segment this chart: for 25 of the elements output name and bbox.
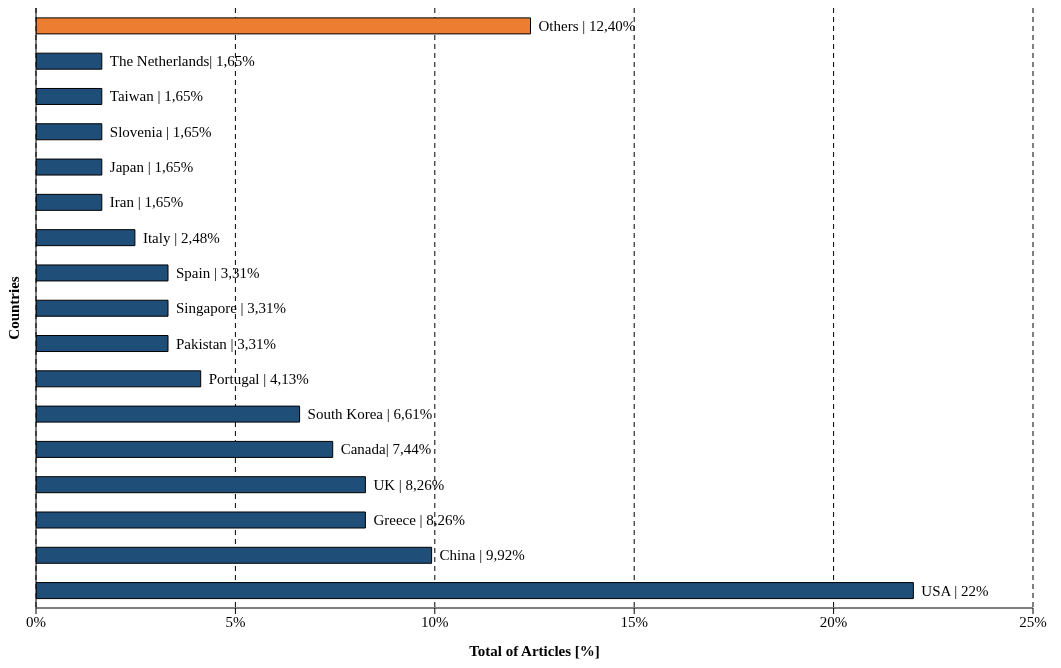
data-label: Others | 12,40% [538,17,636,34]
data-label: Slovenia | 1,65% [109,123,212,140]
x-tick-label: 5% [225,613,246,630]
data-label: Italy | 2,48% [142,229,220,246]
data-label: Spain | 3,31% [176,264,260,281]
data-label: Taiwan | 1,65% [109,88,203,105]
data-label: China | 9,92% [439,547,525,564]
data-label: UK | 8,26% [373,476,445,493]
y-axis-title: Countries [6,276,23,340]
x-axis-title: Total of Articles [%] [469,643,600,659]
data-label: Pakistan | 3,31% [176,335,277,352]
x-tick-label: 20% [819,613,848,630]
data-label: Iran | 1,65% [109,194,184,211]
x-tick-label: 15% [620,613,648,630]
x-tick-label: 0% [26,613,46,630]
data-label: Canada| 7,44% [340,441,432,458]
data-label: South Korea | 6,61% [307,406,433,423]
data-label: USA | 22% [921,582,989,599]
data-label: Portugal | 4,13% [208,370,309,387]
x-tick-label: 25% [1019,613,1047,630]
data-label: Japan | 1,65% [109,159,194,176]
x-tick-label: 10% [421,613,449,630]
data-label: Singapore | 3,31% [176,300,287,317]
data-label: The Netherlands| 1,65% [109,53,255,70]
data-label: Greece | 8,26% [373,512,466,528]
